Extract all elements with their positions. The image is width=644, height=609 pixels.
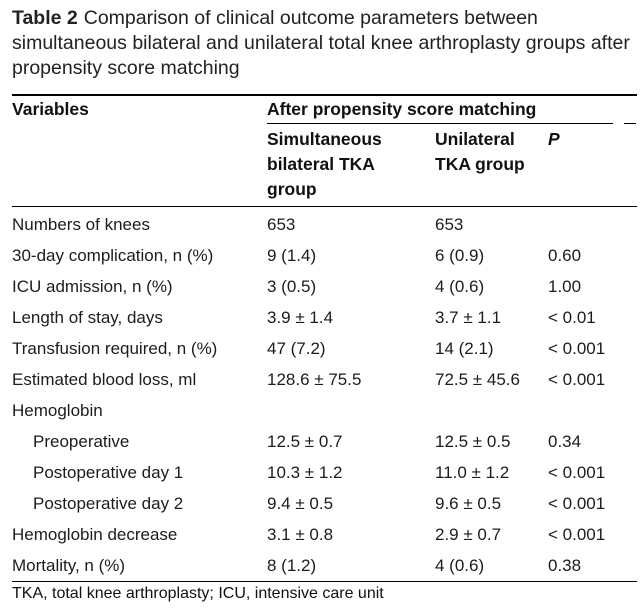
- variable-cell: Transfusion required, n (%): [12, 339, 218, 358]
- bilateral-column-header: Simultaneous bilateral TKA group: [267, 127, 382, 202]
- header-bottom-rule: [12, 206, 637, 207]
- table-row: Hemoglobin: [0, 395, 644, 426]
- variable-cell: Hemoglobin decrease: [12, 525, 178, 544]
- bilateral-cell: 47 (7.2): [267, 339, 326, 358]
- bilateral-header-line-3: group: [267, 179, 317, 199]
- bilateral-cell: 3.1 ± 0.8: [267, 525, 334, 544]
- unilateral-cell: 11.0 ± 1.2: [435, 463, 510, 482]
- p-value-header: P: [548, 129, 560, 149]
- bilateral-cell: 3.9 ± 1.4: [267, 308, 334, 327]
- group-header-rule: [267, 123, 613, 124]
- p-value-cell: 0.38: [548, 556, 582, 575]
- group-header-rule-stub: [624, 123, 636, 124]
- unilateral-cell: 4 (0.6): [435, 277, 485, 296]
- p-value-cell: < 0.001: [548, 463, 606, 482]
- table-row: 30-day complication, n (%) 9 (1.4) 6 (0.…: [0, 240, 644, 271]
- table-row: Postoperative day 1 10.3 ± 1.2 11.0 ± 1.…: [0, 457, 644, 488]
- unilateral-cell: 2.9 ± 0.7: [435, 525, 502, 544]
- unilateral-column-header: Unilateral TKA group: [435, 127, 525, 177]
- variable-cell: Hemoglobin: [12, 401, 103, 420]
- top-rule: [12, 94, 637, 96]
- p-value-cell: < 0.01: [548, 308, 596, 327]
- p-value-cell: < 0.001: [548, 370, 606, 389]
- variable-cell: Preoperative: [33, 432, 130, 451]
- unilateral-cell: 14 (2.1): [435, 339, 494, 358]
- bilateral-cell: 653: [267, 215, 296, 234]
- p-value-cell: < 0.001: [548, 339, 606, 358]
- variable-cell: Postoperative day 2: [33, 494, 184, 513]
- table-row: Preoperative 12.5 ± 0.7 12.5 ± 0.5 0.34: [0, 426, 644, 457]
- unilateral-cell: 12.5 ± 0.5: [435, 432, 511, 451]
- unilateral-cell: 72.5 ± 45.6: [435, 370, 520, 389]
- unilateral-cell: 6 (0.9): [435, 246, 485, 265]
- variable-cell: Numbers of knees: [12, 215, 150, 234]
- unilateral-cell: 9.6 ± 0.5: [435, 494, 502, 513]
- p-value-cell: 0.34: [548, 432, 582, 451]
- variables-header: Variables: [12, 99, 89, 119]
- table-row: ICU admission, n (%) 3 (0.5) 4 (0.6) 1.0…: [0, 271, 644, 302]
- table-row: Estimated blood loss, ml 128.6 ± 75.5 72…: [0, 364, 644, 395]
- variable-cell: Mortality, n (%): [12, 556, 126, 575]
- table-row: Length of stay, days 3.9 ± 1.4 3.7 ± 1.1…: [0, 302, 644, 333]
- table-row: Transfusion required, n (%) 47 (7.2) 14 …: [0, 333, 644, 364]
- unilateral-cell: 3.7 ± 1.1: [435, 308, 502, 327]
- bilateral-cell: 9.4 ± 0.5: [267, 494, 334, 513]
- table-caption: Table 2 Comparison of clinical outcome pa…: [12, 6, 637, 81]
- table-title: Comparison of clinical outcome parameter…: [12, 7, 630, 79]
- bilateral-cell: 10.3 ± 1.2: [267, 463, 343, 482]
- unilateral-header-line-2: TKA group: [435, 154, 525, 174]
- p-value-cell: 1.00: [548, 277, 582, 296]
- bilateral-cell: 128.6 ± 75.5: [267, 370, 362, 389]
- table-row: Hemoglobin decrease 3.1 ± 0.8 2.9 ± 0.7 …: [0, 519, 644, 550]
- unilateral-header-line-1: Unilateral: [435, 129, 515, 149]
- table-bottom-rule: [12, 581, 637, 582]
- table-footnote: TKA, total knee arthroplasty; ICU, inten…: [12, 585, 384, 602]
- variable-cell: Estimated blood loss, ml: [12, 370, 197, 389]
- table-row: Postoperative day 2 9.4 ± 0.5 9.6 ± 0.5 …: [0, 488, 644, 519]
- bilateral-header-line-2: bilateral TKA: [267, 154, 375, 174]
- table-row: Mortality, n (%) 8 (1.2) 4 (0.6) 0.38: [0, 550, 644, 581]
- unilateral-cell: 653: [435, 215, 464, 234]
- p-value-cell: 0.60: [548, 246, 582, 265]
- variable-cell: Postoperative day 1: [33, 463, 184, 482]
- bilateral-cell: 9 (1.4): [267, 246, 317, 265]
- variable-cell: Length of stay, days: [12, 308, 163, 327]
- bilateral-header-line-1: Simultaneous: [267, 129, 382, 149]
- table-label: Table 2: [12, 7, 78, 29]
- variable-cell: 30-day complication, n (%): [12, 246, 214, 265]
- group-header: After propensity score matching: [267, 99, 537, 119]
- p-value-cell: < 0.001: [548, 494, 606, 513]
- table-row: Numbers of knees 653 653: [0, 209, 644, 240]
- bilateral-cell: 3 (0.5): [267, 277, 317, 296]
- variable-cell: ICU admission, n (%): [12, 277, 173, 296]
- bilateral-cell: 12.5 ± 0.7: [267, 432, 343, 451]
- bilateral-cell: 8 (1.2): [267, 556, 317, 575]
- unilateral-cell: 4 (0.6): [435, 556, 485, 575]
- p-value-cell: < 0.001: [548, 525, 606, 544]
